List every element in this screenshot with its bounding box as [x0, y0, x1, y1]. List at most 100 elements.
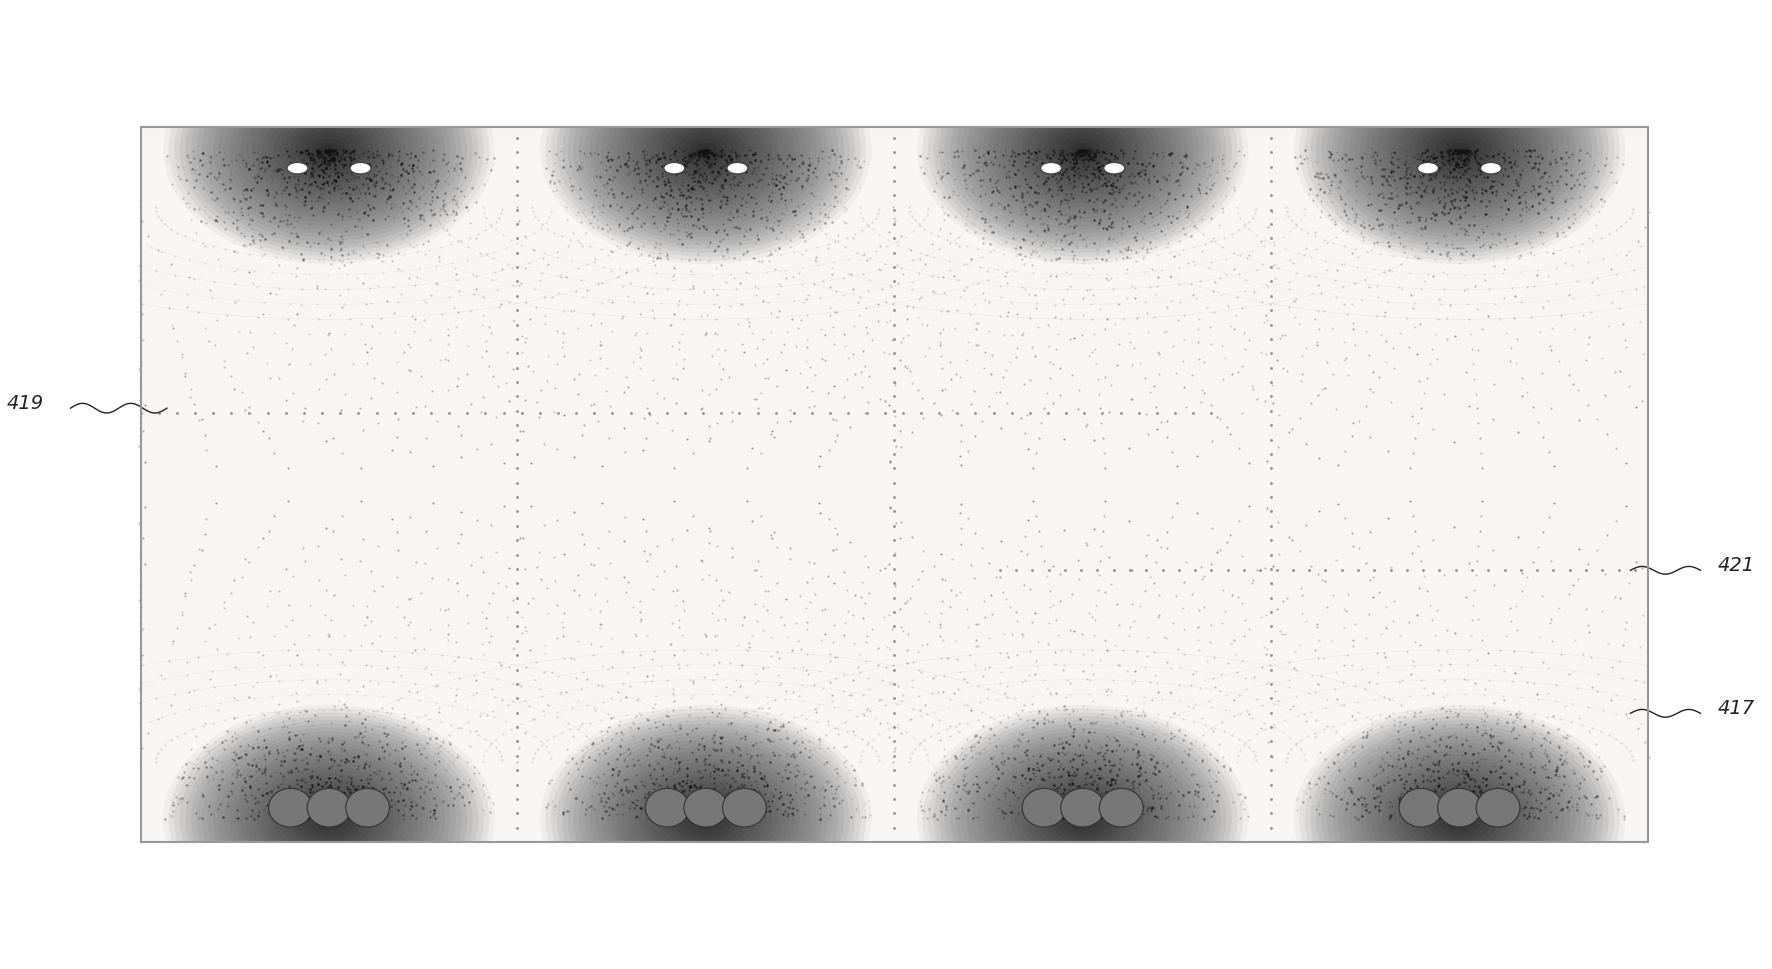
Ellipse shape	[585, 66, 828, 234]
FancyBboxPatch shape	[129, 0, 528, 127]
Ellipse shape	[999, 93, 1166, 207]
Ellipse shape	[540, 36, 872, 265]
Ellipse shape	[1038, 119, 1127, 180]
Ellipse shape	[551, 43, 861, 257]
Ellipse shape	[556, 47, 856, 253]
Ellipse shape	[1338, 735, 1581, 903]
Ellipse shape	[546, 40, 867, 261]
Ellipse shape	[1400, 789, 1442, 827]
Ellipse shape	[1327, 728, 1593, 911]
Ellipse shape	[950, 58, 1216, 241]
Ellipse shape	[241, 758, 418, 880]
Ellipse shape	[585, 735, 828, 903]
Ellipse shape	[1294, 704, 1625, 933]
FancyBboxPatch shape	[507, 0, 905, 127]
Ellipse shape	[989, 754, 1177, 884]
Ellipse shape	[1010, 101, 1155, 200]
Ellipse shape	[186, 50, 473, 249]
Ellipse shape	[617, 89, 794, 211]
Ellipse shape	[1310, 47, 1609, 253]
Ellipse shape	[179, 47, 478, 253]
Ellipse shape	[966, 739, 1198, 899]
Ellipse shape	[1403, 111, 1515, 188]
Ellipse shape	[634, 101, 778, 200]
Ellipse shape	[934, 716, 1232, 922]
FancyBboxPatch shape	[1260, 0, 1659, 127]
Ellipse shape	[661, 119, 750, 180]
Ellipse shape	[1354, 78, 1565, 222]
Ellipse shape	[218, 74, 439, 226]
Ellipse shape	[1033, 115, 1132, 184]
Ellipse shape	[611, 754, 799, 884]
Ellipse shape	[611, 85, 799, 215]
Ellipse shape	[1398, 777, 1520, 861]
Ellipse shape	[624, 93, 789, 207]
Ellipse shape	[656, 115, 755, 184]
Ellipse shape	[1354, 747, 1565, 891]
Ellipse shape	[1317, 720, 1604, 919]
Text: P3: P3	[1088, 871, 1113, 891]
Text: P4: P4	[1464, 871, 1490, 891]
Ellipse shape	[179, 716, 478, 922]
Ellipse shape	[645, 108, 767, 192]
FancyBboxPatch shape	[140, 127, 1648, 842]
Ellipse shape	[324, 815, 335, 823]
Ellipse shape	[1343, 739, 1575, 899]
Ellipse shape	[679, 131, 734, 169]
Ellipse shape	[567, 54, 843, 245]
Ellipse shape	[1038, 789, 1127, 850]
Ellipse shape	[1061, 804, 1104, 834]
Ellipse shape	[1017, 104, 1148, 196]
Ellipse shape	[944, 54, 1221, 245]
Ellipse shape	[1382, 97, 1536, 203]
Ellipse shape	[291, 793, 369, 846]
Ellipse shape	[246, 762, 411, 876]
Ellipse shape	[236, 85, 424, 215]
Ellipse shape	[645, 789, 689, 827]
Ellipse shape	[1033, 785, 1132, 854]
Ellipse shape	[280, 785, 379, 854]
Ellipse shape	[1054, 131, 1111, 169]
Ellipse shape	[695, 811, 718, 827]
Ellipse shape	[1044, 793, 1122, 846]
Ellipse shape	[1455, 815, 1465, 823]
Ellipse shape	[1366, 754, 1554, 884]
Ellipse shape	[307, 135, 351, 165]
Ellipse shape	[252, 766, 406, 872]
Ellipse shape	[689, 139, 723, 161]
Ellipse shape	[944, 724, 1221, 915]
Ellipse shape	[1398, 108, 1520, 192]
Ellipse shape	[218, 743, 439, 895]
Ellipse shape	[1442, 808, 1476, 830]
Ellipse shape	[978, 78, 1187, 222]
Ellipse shape	[1366, 85, 1554, 215]
FancyBboxPatch shape	[129, 842, 528, 969]
Ellipse shape	[629, 766, 783, 872]
Text: 419: 419	[7, 393, 44, 413]
Ellipse shape	[1067, 139, 1099, 161]
Ellipse shape	[1022, 108, 1143, 192]
Ellipse shape	[1455, 146, 1465, 154]
Text: P1: P1	[333, 871, 360, 891]
FancyBboxPatch shape	[1260, 842, 1659, 969]
Ellipse shape	[202, 732, 455, 907]
Circle shape	[1481, 163, 1501, 174]
Ellipse shape	[1343, 70, 1575, 230]
Ellipse shape	[246, 93, 411, 207]
Ellipse shape	[650, 111, 762, 188]
Ellipse shape	[1437, 135, 1481, 165]
Ellipse shape	[202, 62, 455, 237]
Text: 417: 417	[1719, 699, 1754, 718]
Ellipse shape	[1067, 808, 1099, 830]
Ellipse shape	[1072, 142, 1093, 158]
Ellipse shape	[241, 89, 418, 211]
Ellipse shape	[640, 104, 773, 196]
Ellipse shape	[562, 720, 849, 919]
Ellipse shape	[296, 797, 361, 842]
Text: P2: P2	[711, 871, 737, 891]
Ellipse shape	[1044, 123, 1122, 176]
Ellipse shape	[1361, 81, 1559, 219]
Ellipse shape	[1348, 743, 1570, 895]
Ellipse shape	[1382, 766, 1536, 872]
Ellipse shape	[1448, 811, 1471, 827]
